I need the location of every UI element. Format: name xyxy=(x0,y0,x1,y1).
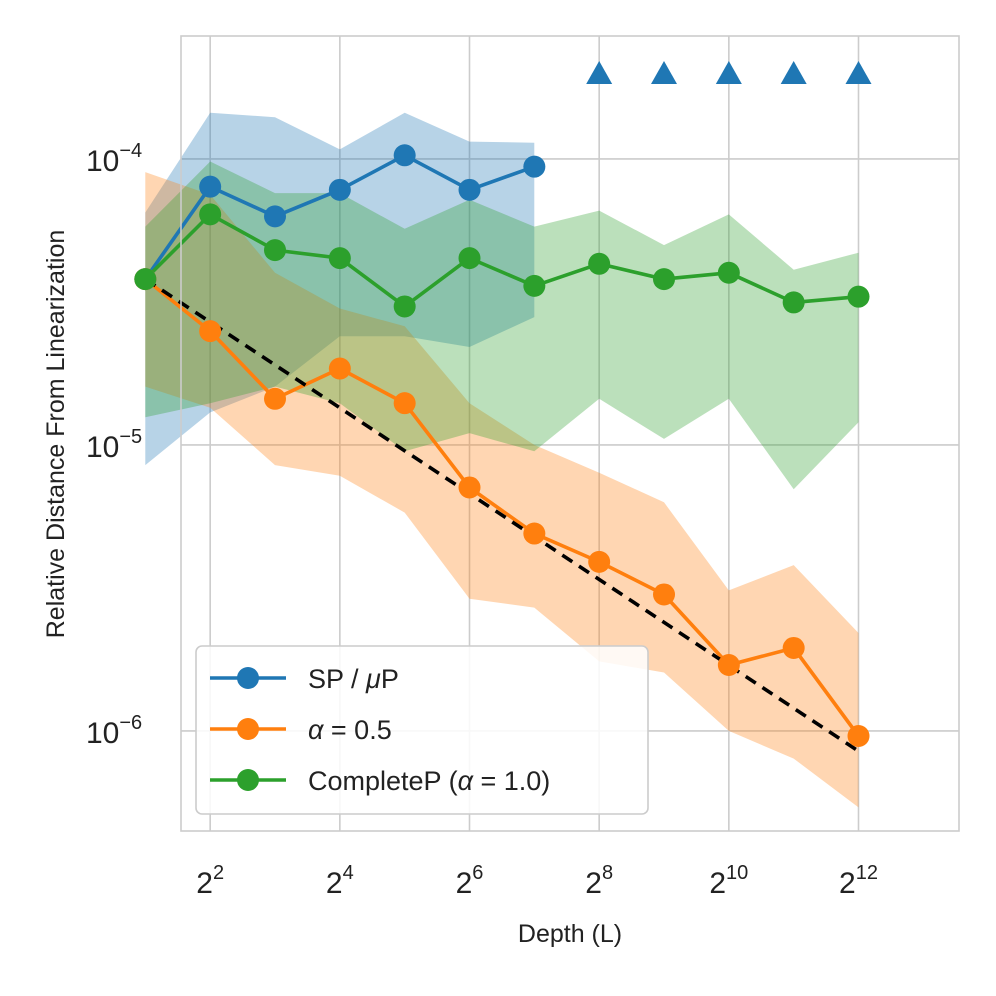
data-point xyxy=(199,320,222,343)
data-point xyxy=(847,285,870,308)
y-tick-label: 10−4 xyxy=(86,140,142,178)
data-point xyxy=(588,550,611,573)
data-point xyxy=(847,724,870,747)
x-tick-label: 212 xyxy=(839,862,878,900)
data-point xyxy=(393,144,416,167)
data-point xyxy=(328,357,351,380)
legend-label: SP / μP xyxy=(308,664,399,694)
legend-swatch-marker xyxy=(237,667,259,689)
data-point xyxy=(264,387,287,410)
legend-label: α = 0.5 xyxy=(308,715,392,745)
data-point xyxy=(264,239,287,262)
data-point xyxy=(653,268,676,291)
data-point xyxy=(328,178,351,201)
legend-box xyxy=(195,645,649,815)
confidence-band xyxy=(145,161,859,490)
data-point xyxy=(393,295,416,318)
data-point xyxy=(653,583,676,606)
diverged-marker xyxy=(586,61,613,84)
data-point xyxy=(199,175,222,198)
data-point xyxy=(588,252,611,275)
data-point xyxy=(264,205,287,228)
legend: SP / μP α = 0.5 CompleteP (α = 1.0) xyxy=(195,645,649,815)
x-tick-label: 210 xyxy=(709,862,748,900)
data-point xyxy=(458,476,481,499)
x-axis-label: Depth (L) xyxy=(518,920,622,948)
legend-swatch-marker xyxy=(237,769,259,791)
data-point xyxy=(458,178,481,201)
data-point xyxy=(523,155,546,178)
data-point xyxy=(782,636,805,659)
y-axis-label: Relative Distance From Linearization xyxy=(42,230,70,639)
x-tick-label: 22 xyxy=(196,862,224,900)
reference-line-segment xyxy=(144,277,860,753)
confidence-band xyxy=(145,172,859,808)
series-markers xyxy=(134,61,872,747)
data-point xyxy=(523,522,546,545)
data-point xyxy=(458,247,481,270)
data-point xyxy=(782,291,805,314)
reference-line xyxy=(144,277,860,753)
y-tick-label: 10−5 xyxy=(86,426,142,464)
x-tick-label: 24 xyxy=(326,862,354,900)
data-point xyxy=(134,268,157,291)
data-point xyxy=(199,203,222,226)
plot-border xyxy=(180,35,960,832)
series-line xyxy=(144,212,859,309)
tick-labels: 22 24 26 28 210 212 10−4 10−5 10−6 xyxy=(86,140,878,900)
x-tick-label: 28 xyxy=(585,862,613,900)
data-point xyxy=(717,654,740,677)
data-point xyxy=(328,247,351,270)
series-line xyxy=(144,277,860,738)
data-point xyxy=(717,261,740,284)
confidence-bands xyxy=(145,112,859,808)
data-point xyxy=(523,274,546,297)
diverged-marker xyxy=(715,61,742,84)
plot-frame xyxy=(180,35,960,832)
diverged-marker xyxy=(651,61,678,84)
diverged-marker xyxy=(845,61,872,84)
data-point xyxy=(393,392,416,415)
legend-label: CompleteP (α = 1.0) xyxy=(308,766,550,796)
y-tick-label: 10−6 xyxy=(86,712,142,750)
legend-swatch-marker xyxy=(237,718,259,740)
x-tick-label: 26 xyxy=(456,862,484,900)
diverged-marker xyxy=(780,61,807,84)
